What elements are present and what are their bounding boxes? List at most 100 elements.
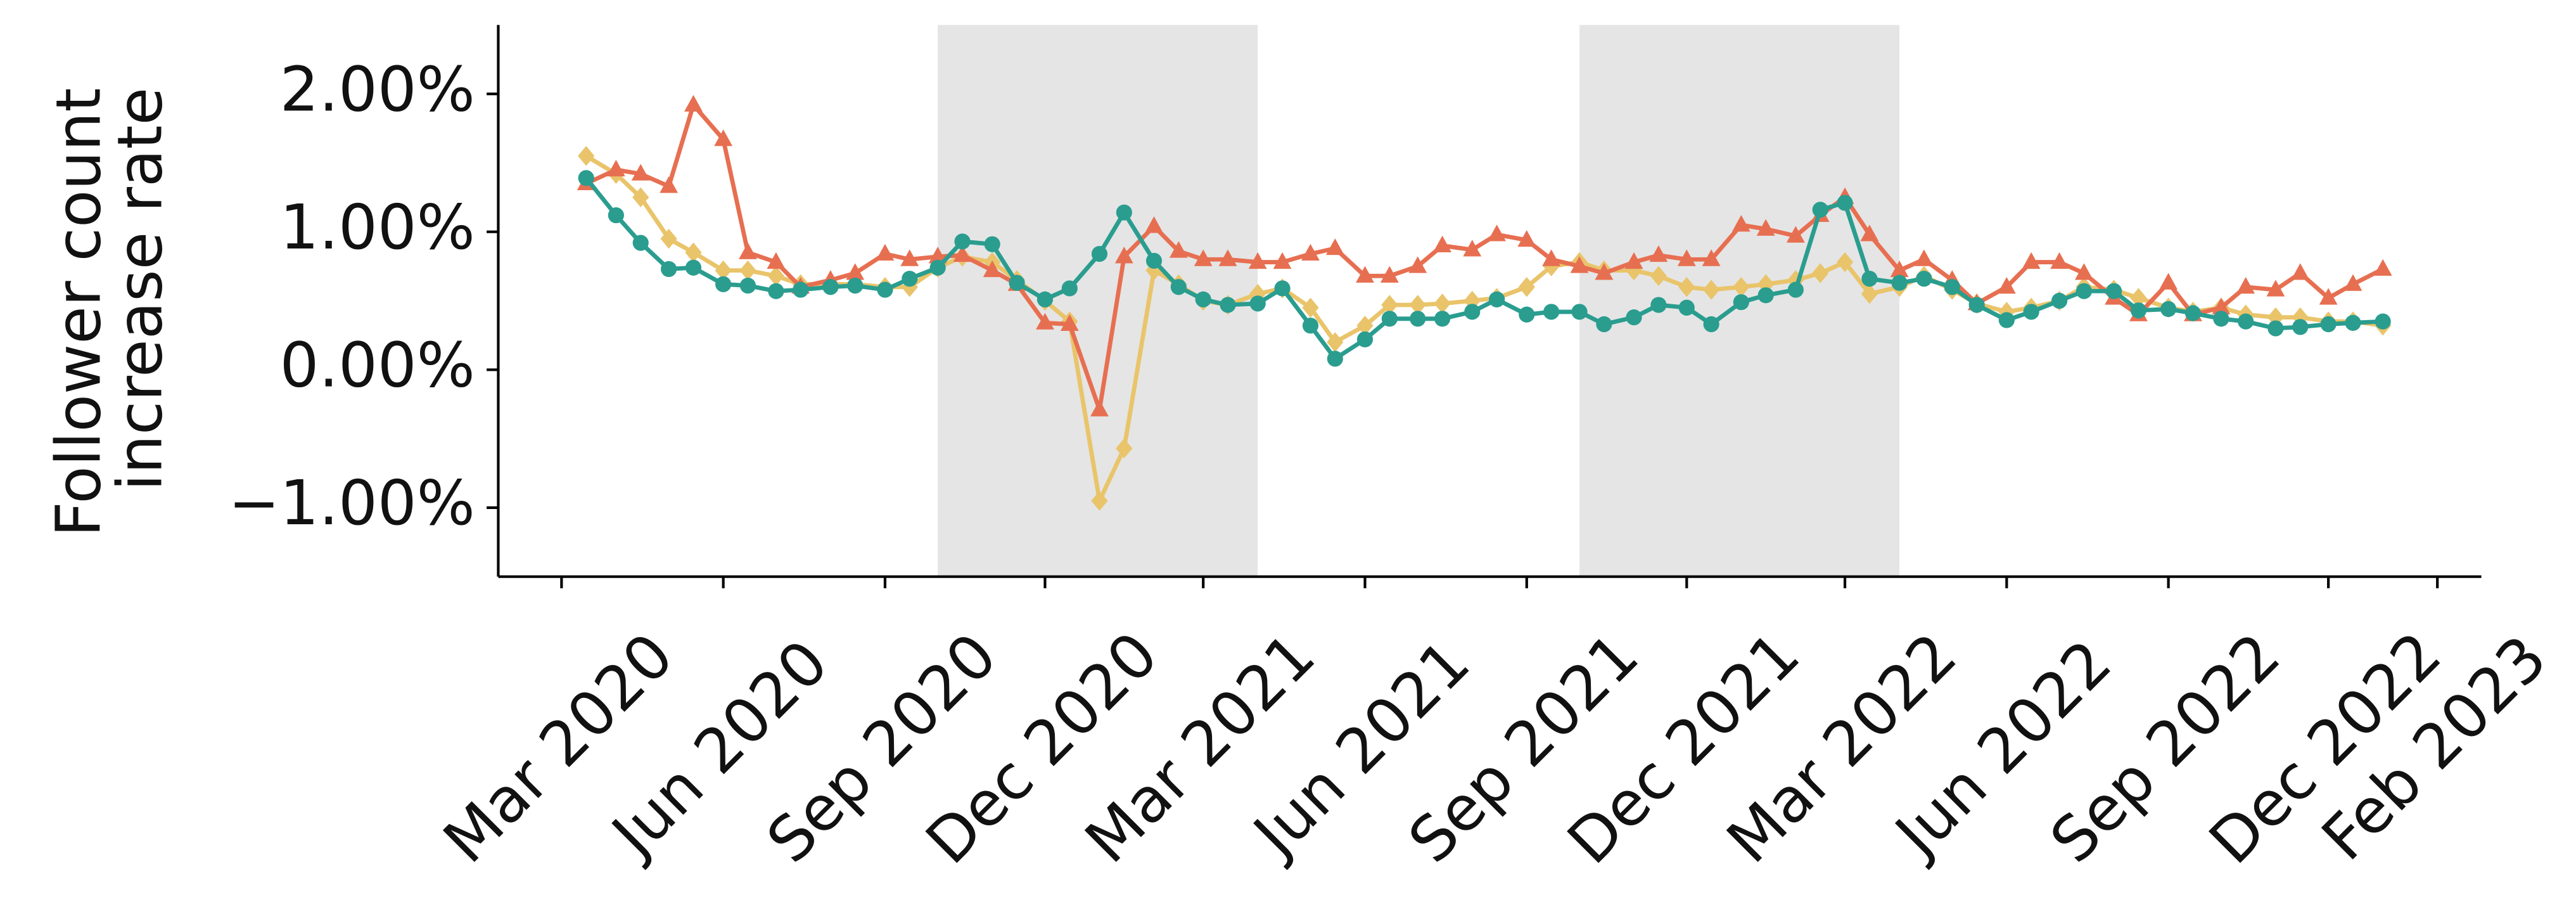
point [1145, 252, 1163, 269]
point [983, 260, 1002, 278]
point [2075, 283, 2093, 299]
point [1218, 249, 1237, 266]
series-line [585, 154, 2383, 503]
point [1356, 331, 1374, 348]
point [715, 260, 732, 281]
point [2375, 313, 2391, 330]
point [2159, 273, 2178, 290]
point [954, 233, 971, 250]
point [661, 261, 677, 278]
point [2184, 305, 2202, 321]
point [1327, 351, 1343, 367]
point [1787, 281, 1804, 298]
point [876, 243, 895, 261]
point [1169, 241, 1188, 258]
point [822, 279, 839, 295]
point [1380, 266, 1399, 283]
point [1463, 240, 1482, 257]
point [1091, 491, 1108, 511]
point [2267, 307, 2285, 328]
point [1733, 294, 1749, 311]
point [1489, 291, 1505, 307]
point [1650, 297, 1667, 313]
point [1786, 226, 1805, 243]
point [1433, 235, 1452, 252]
point [902, 271, 918, 287]
point [1273, 252, 1292, 269]
point [739, 242, 757, 259]
point [1731, 215, 1750, 232]
point [1678, 299, 1695, 316]
point [1220, 297, 1236, 313]
point [1036, 313, 1054, 330]
point [660, 228, 677, 249]
point [684, 94, 703, 112]
point [1090, 399, 1109, 416]
point [2106, 283, 2122, 299]
point [767, 252, 786, 269]
point [2023, 304, 2039, 320]
point [739, 260, 756, 281]
point [1301, 243, 1320, 261]
point [1596, 316, 1612, 333]
point [715, 276, 732, 292]
point [1274, 280, 1291, 297]
point [1381, 311, 1398, 327]
point [984, 236, 1000, 252]
plot [577, 94, 2392, 511]
point [1944, 279, 1960, 295]
point [1891, 274, 1908, 291]
point [1837, 195, 1853, 211]
point [793, 281, 809, 298]
point [1009, 274, 1025, 291]
point [1408, 256, 1427, 273]
point [2212, 297, 2231, 314]
point [1626, 309, 1642, 326]
point [1434, 311, 1451, 327]
point [900, 249, 919, 266]
point [2160, 300, 2177, 318]
point [1325, 238, 1344, 255]
point [768, 283, 784, 299]
point [1327, 332, 1344, 352]
point [1998, 312, 2015, 328]
point [1571, 304, 1588, 320]
point [953, 245, 972, 262]
point [1410, 311, 1426, 327]
point [877, 281, 893, 298]
point [1916, 271, 1932, 287]
point [2022, 252, 2041, 269]
point [1036, 291, 1054, 307]
point [1915, 249, 1934, 266]
point [1248, 252, 1267, 269]
point [1570, 256, 1589, 273]
point [2291, 263, 2310, 280]
point [685, 242, 702, 263]
point [846, 263, 865, 280]
point [1890, 260, 1909, 278]
point [1195, 291, 1211, 307]
point [2130, 288, 2147, 308]
point [1860, 224, 1879, 242]
point [1464, 304, 1481, 320]
point [2236, 277, 2255, 294]
point [1091, 245, 1108, 262]
point [1249, 295, 1266, 312]
y-tick-label: 1.00% [280, 191, 475, 263]
point [632, 187, 649, 208]
point [1543, 304, 1560, 320]
point [1194, 249, 1213, 266]
point [2050, 252, 2069, 269]
point [1170, 279, 1187, 295]
point [2238, 313, 2254, 330]
point [1836, 252, 1854, 273]
point [1356, 315, 1374, 336]
point [632, 235, 649, 251]
point [1302, 318, 1319, 334]
point [1757, 287, 1774, 304]
point [1812, 202, 1828, 218]
point [1997, 277, 2016, 294]
point [2320, 316, 2337, 333]
point [2130, 302, 2147, 319]
